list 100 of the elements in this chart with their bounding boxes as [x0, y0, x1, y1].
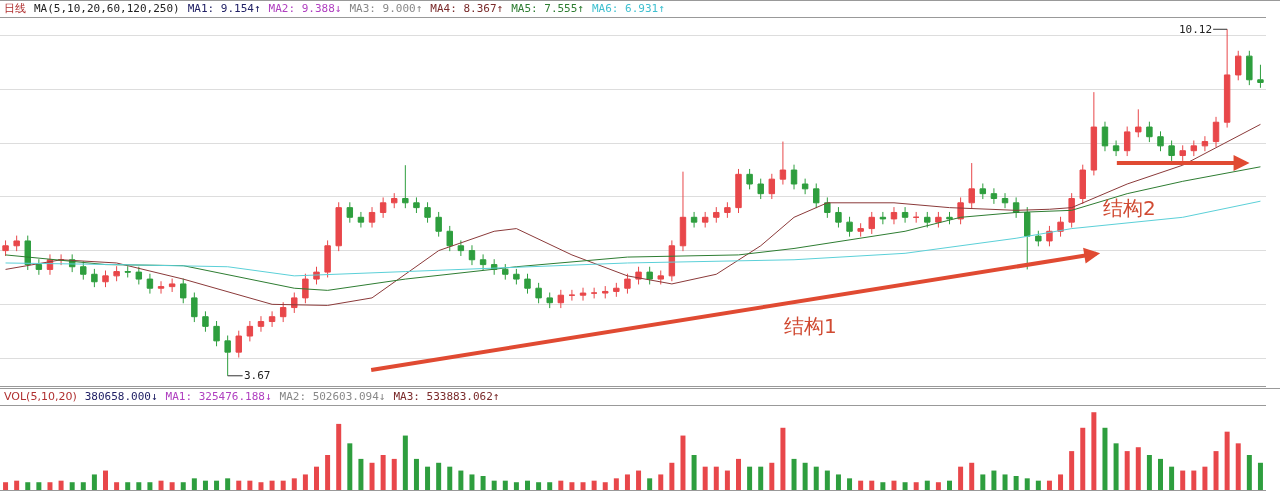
bar	[1102, 427, 1108, 490]
bar	[769, 462, 775, 490]
candlestick	[1190, 139, 1198, 157]
candlestick	[568, 289, 576, 302]
bar	[236, 480, 242, 490]
bar	[702, 466, 708, 490]
candlestick	[657, 270, 664, 285]
bar	[525, 480, 530, 490]
bar	[336, 423, 342, 490]
candlestick	[1212, 116, 1220, 148]
bar	[225, 478, 231, 490]
bar	[158, 480, 164, 490]
bar	[558, 480, 564, 490]
candlestick	[535, 282, 542, 304]
candlestick	[679, 171, 687, 252]
candlestick	[1046, 225, 1053, 247]
candlestick	[1035, 230, 1042, 247]
bar	[547, 482, 553, 490]
bar	[447, 466, 453, 490]
bar	[1046, 480, 1052, 490]
candlestick	[24, 235, 31, 271]
bar	[924, 480, 930, 490]
bar	[58, 480, 64, 490]
annotation: 结构2	[1103, 196, 1156, 220]
candlestick	[1024, 206, 1031, 270]
bar	[747, 466, 753, 490]
candlestick	[1201, 135, 1209, 152]
candlestick	[235, 330, 242, 359]
chart-title: 日线	[4, 2, 26, 15]
chart-title: VOL(5,10,20)	[4, 390, 77, 403]
bar	[513, 482, 519, 490]
bar	[780, 427, 786, 490]
candlestick	[924, 211, 931, 229]
candlestick	[602, 285, 609, 299]
bar	[1202, 466, 1208, 490]
bar	[724, 470, 730, 490]
bar	[1080, 427, 1086, 490]
text: MA2: 9.388↓	[268, 2, 342, 15]
candlestick	[1235, 50, 1242, 81]
candlestick	[413, 196, 420, 214]
candlestick	[579, 287, 587, 302]
candlestick	[113, 265, 120, 282]
bar	[1235, 443, 1241, 490]
candlestick	[102, 270, 109, 288]
candlestick	[690, 211, 698, 229]
bar	[958, 466, 964, 490]
candlestick	[124, 265, 131, 278]
candlestick	[168, 278, 176, 293]
bar	[1058, 474, 1064, 490]
candlestick	[1057, 216, 1064, 238]
bar	[402, 435, 408, 490]
candlestick	[835, 206, 842, 229]
text: MA1: 325476.188↓	[165, 390, 272, 403]
bar	[480, 476, 486, 490]
candlestick	[1090, 91, 1098, 176]
candlestick	[13, 235, 20, 252]
bar	[1024, 478, 1030, 490]
bar	[1113, 443, 1119, 490]
candlestick	[912, 211, 920, 224]
candlestick	[513, 268, 520, 285]
bar	[947, 480, 952, 490]
candlestick	[901, 206, 909, 224]
bar	[847, 478, 853, 490]
bar	[391, 458, 397, 490]
candlestick	[1223, 28, 1231, 129]
candlestick	[291, 292, 298, 314]
candlestick	[2, 239, 9, 257]
candlestick	[735, 168, 742, 214]
bar	[802, 462, 808, 490]
candlestick	[379, 196, 387, 219]
candlestick	[701, 211, 709, 229]
bar	[1257, 462, 1263, 490]
candlestick	[779, 141, 787, 186]
candlestick	[1001, 192, 1009, 209]
candlestick	[1246, 50, 1253, 86]
bar	[91, 474, 97, 490]
bar	[1069, 451, 1075, 490]
bar	[103, 470, 108, 490]
bar	[458, 470, 464, 490]
bar	[47, 482, 53, 490]
bar	[491, 480, 497, 490]
annotation: 10.12	[1179, 23, 1213, 36]
bar	[114, 482, 120, 490]
bar	[935, 482, 941, 490]
bar	[25, 482, 31, 490]
candlestick	[824, 196, 831, 219]
bar	[136, 482, 142, 490]
bar	[591, 480, 597, 490]
bar	[425, 466, 431, 490]
candlestick	[935, 211, 942, 229]
bar	[1180, 470, 1186, 490]
candlestick	[1079, 164, 1086, 205]
bar	[1124, 451, 1130, 490]
candlestick	[157, 280, 165, 295]
candlestick	[813, 182, 820, 209]
bar	[669, 462, 675, 490]
candlestick	[479, 253, 487, 271]
bar	[991, 470, 997, 490]
candlestick	[879, 211, 887, 225]
candlestick	[968, 162, 975, 209]
